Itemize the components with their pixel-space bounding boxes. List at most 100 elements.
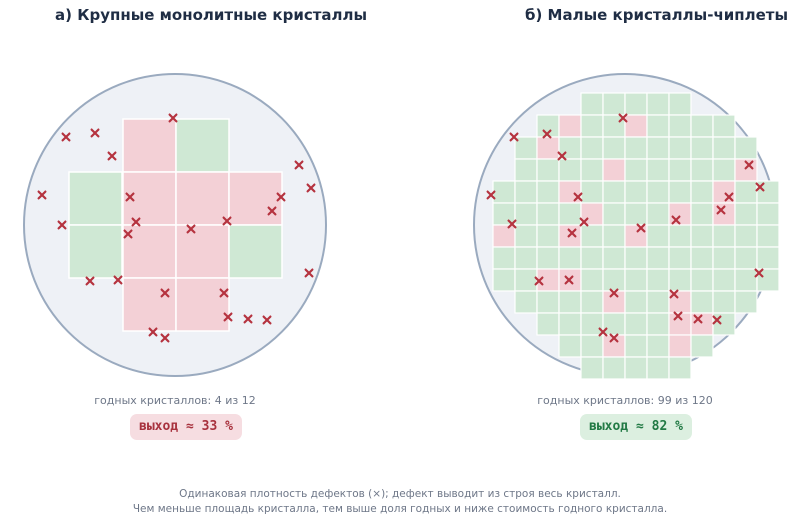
defect-marker [671,215,681,225]
defect-marker [90,128,100,138]
defect-marker [557,151,567,161]
good-chiplet [668,246,692,270]
defect-marker [85,276,95,286]
good-chiplet [514,224,538,248]
good-chiplet [646,246,670,270]
defect-marker [219,288,229,298]
defect-marker [304,268,314,278]
good-chiplet [602,136,626,160]
good-chiplet [536,180,560,204]
defect-marker [123,229,133,239]
good-chiplet [602,180,626,204]
defect-marker [113,275,123,285]
good-chiplet [624,334,648,358]
defect-marker [57,220,67,230]
good-chiplet [580,224,604,248]
defect-marker [744,160,754,170]
defective-chiplet [668,312,692,336]
good-chiplet [558,312,582,336]
good-chiplet [712,290,736,314]
good-chiplet [668,356,692,380]
defect-marker [61,132,71,142]
good-chiplet [668,114,692,138]
good-chiplet [690,136,714,160]
defective-chiplet [492,224,516,248]
good-die [68,171,123,226]
good-chiplet [734,224,758,248]
good-chiplet [646,224,670,248]
good-chiplet [536,246,560,270]
good-chiplet [712,158,736,182]
good-chiplet [646,92,670,116]
good-chiplet [624,268,648,292]
good-chiplet [734,202,758,226]
good-chiplet [580,158,604,182]
good-chiplet [646,136,670,160]
good-chiplet [756,224,780,248]
good-chiplet [690,202,714,226]
defective-chiplet [668,334,692,358]
good-chiplet [624,202,648,226]
defect-marker [598,327,608,337]
defect-marker [107,151,117,161]
defect-marker [636,223,646,233]
defect-marker [276,192,286,202]
good-chiplet [514,290,538,314]
good-chiplet [602,92,626,116]
panel-b-yield-badge: выход ≈ 82 % [580,414,692,440]
defect-marker [160,333,170,343]
defect-marker [609,288,619,298]
good-chiplet [558,334,582,358]
good-chiplet [580,246,604,270]
good-chiplet [536,202,560,226]
defect-marker [755,182,765,192]
good-chiplet [492,246,516,270]
defect-marker [243,314,253,324]
good-chiplet [580,92,604,116]
good-chiplet [690,158,714,182]
good-chiplet [558,158,582,182]
defective-chiplet [668,202,692,226]
good-chiplet [690,224,714,248]
defective-die [122,277,177,332]
defect-marker [609,333,619,343]
defect-marker [186,224,196,234]
good-chiplet [624,246,648,270]
footnote-line-1: Одинаковая плотность дефектов (×); дефек… [179,488,621,500]
good-chiplet [734,136,758,160]
good-chiplet [668,268,692,292]
good-chiplet [536,312,560,336]
footnote-line-2: Чем меньше площадь кристалла, тем выше д… [132,503,668,515]
good-chiplet [646,312,670,336]
good-chiplet [558,290,582,314]
good-chiplet [624,180,648,204]
good-chiplet [558,202,582,226]
defective-chiplet [536,136,560,160]
good-chiplet [756,202,780,226]
good-chiplet [668,136,692,160]
defect-marker [267,206,277,216]
good-chiplet [580,312,604,336]
good-chiplet [756,180,780,204]
defective-die [122,224,177,279]
defect-marker [573,192,583,202]
defect-marker [131,217,141,227]
good-chiplet [646,268,670,292]
defective-chiplet [602,158,626,182]
defect-marker [673,311,683,321]
defect-marker [754,268,764,278]
defect-marker [294,160,304,170]
good-chiplet [712,114,736,138]
good-chiplet [514,202,538,226]
good-chiplet [756,268,780,292]
defect-marker [168,113,178,123]
good-chiplet [580,114,604,138]
defective-chiplet [624,224,648,248]
good-chiplet [624,290,648,314]
defect-marker [724,192,734,202]
good-chiplet [646,114,670,138]
defect-marker [669,289,679,299]
good-chiplet [492,202,516,226]
defect-marker [579,217,589,227]
good-chiplet [514,158,538,182]
